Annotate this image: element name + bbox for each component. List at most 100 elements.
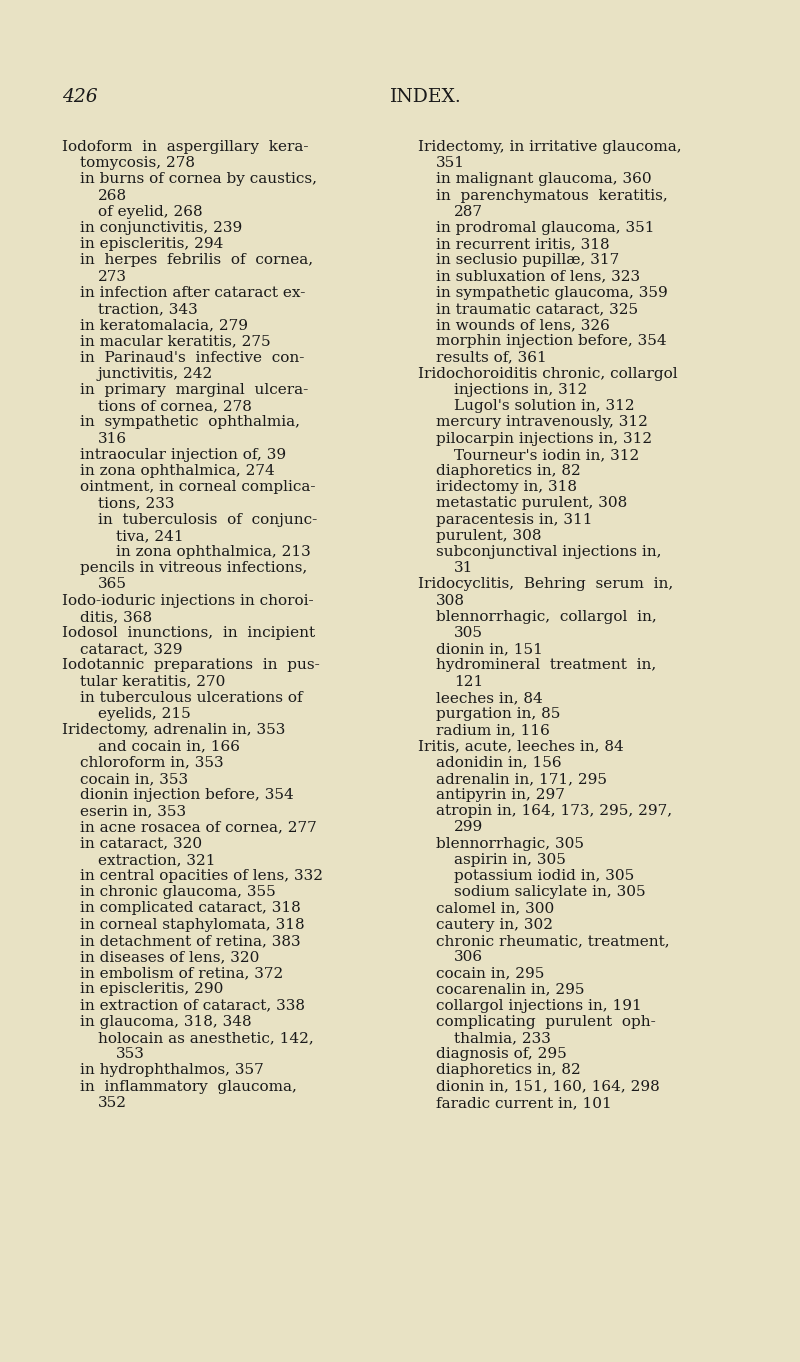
Text: cocain in, 353: cocain in, 353 xyxy=(80,772,188,786)
Text: tular keratitis, 270: tular keratitis, 270 xyxy=(80,674,226,689)
Text: Lugol's solution in, 312: Lugol's solution in, 312 xyxy=(454,399,634,413)
Text: morphin injection before, 354: morphin injection before, 354 xyxy=(436,335,666,349)
Text: in  sympathetic  ophthalmia,: in sympathetic ophthalmia, xyxy=(80,415,300,429)
Text: dionin injection before, 354: dionin injection before, 354 xyxy=(80,789,294,802)
Text: diaphoretics in, 82: diaphoretics in, 82 xyxy=(436,464,581,478)
Text: tions, 233: tions, 233 xyxy=(98,496,174,511)
Text: ointment, in corneal complica-: ointment, in corneal complica- xyxy=(80,481,315,494)
Text: thalmia, 233: thalmia, 233 xyxy=(454,1031,551,1045)
Text: tomycosis, 278: tomycosis, 278 xyxy=(80,157,195,170)
Text: in malignant glaucoma, 360: in malignant glaucoma, 360 xyxy=(436,173,652,187)
Text: results of, 361: results of, 361 xyxy=(436,350,546,365)
Text: diaphoretics in, 82: diaphoretics in, 82 xyxy=(436,1064,581,1077)
Text: cautery in, 302: cautery in, 302 xyxy=(436,918,553,932)
Text: 306: 306 xyxy=(454,951,483,964)
Text: potassium iodid in, 305: potassium iodid in, 305 xyxy=(454,869,634,883)
Text: collargol injections in, 191: collargol injections in, 191 xyxy=(436,998,642,1012)
Text: in prodromal glaucoma, 351: in prodromal glaucoma, 351 xyxy=(436,221,654,236)
Text: in zona ophthalmica, 213: in zona ophthalmica, 213 xyxy=(116,545,310,558)
Text: in burns of cornea by caustics,: in burns of cornea by caustics, xyxy=(80,173,317,187)
Text: in subluxation of lens, 323: in subluxation of lens, 323 xyxy=(436,270,640,283)
Text: paracentesis in, 311: paracentesis in, 311 xyxy=(436,512,593,527)
Text: extraction, 321: extraction, 321 xyxy=(98,853,215,866)
Text: in  parenchymatous  keratitis,: in parenchymatous keratitis, xyxy=(436,188,668,203)
Text: tiva, 241: tiva, 241 xyxy=(116,528,184,543)
Text: of eyelid, 268: of eyelid, 268 xyxy=(98,204,202,219)
Text: radium in, 116: radium in, 116 xyxy=(436,723,550,737)
Text: junctivitis, 242: junctivitis, 242 xyxy=(98,366,214,381)
Text: in infection after cataract ex-: in infection after cataract ex- xyxy=(80,286,306,300)
Text: in  Parinaud's  infective  con-: in Parinaud's infective con- xyxy=(80,350,304,365)
Text: and cocain in, 166: and cocain in, 166 xyxy=(98,740,240,753)
Text: in cataract, 320: in cataract, 320 xyxy=(80,836,202,851)
Text: in traumatic cataract, 325: in traumatic cataract, 325 xyxy=(436,302,638,316)
Text: Iodosol  inunctions,  in  incipient: Iodosol inunctions, in incipient xyxy=(62,627,315,640)
Text: leeches in, 84: leeches in, 84 xyxy=(436,691,542,704)
Text: subconjunctival injections in,: subconjunctival injections in, xyxy=(436,545,662,558)
Text: complicating  purulent  oph-: complicating purulent oph- xyxy=(436,1015,656,1028)
Text: in keratomalacia, 279: in keratomalacia, 279 xyxy=(80,319,248,332)
Text: in sympathetic glaucoma, 359: in sympathetic glaucoma, 359 xyxy=(436,286,668,300)
Text: in diseases of lens, 320: in diseases of lens, 320 xyxy=(80,951,259,964)
Text: cocarenalin in, 295: cocarenalin in, 295 xyxy=(436,982,585,997)
Text: 31: 31 xyxy=(454,561,474,575)
Text: Iodotannic  preparations  in  pus-: Iodotannic preparations in pus- xyxy=(62,658,320,673)
Text: mercury intravenously, 312: mercury intravenously, 312 xyxy=(436,415,648,429)
Text: Iridocyclitis,  Behring  serum  in,: Iridocyclitis, Behring serum in, xyxy=(418,577,674,591)
Text: in central opacities of lens, 332: in central opacities of lens, 332 xyxy=(80,869,323,883)
Text: in acne rosacea of cornea, 277: in acne rosacea of cornea, 277 xyxy=(80,820,317,835)
Text: pencils in vitreous infections,: pencils in vitreous infections, xyxy=(80,561,307,575)
Text: 365: 365 xyxy=(98,577,127,591)
Text: Iodo-ioduric injections in choroi-: Iodo-ioduric injections in choroi- xyxy=(62,594,314,607)
Text: tions of cornea, 278: tions of cornea, 278 xyxy=(98,399,252,413)
Text: eyelids, 215: eyelids, 215 xyxy=(98,707,190,720)
Text: iridectomy in, 318: iridectomy in, 318 xyxy=(436,481,577,494)
Text: 287: 287 xyxy=(454,204,483,219)
Text: in hydrophthalmos, 357: in hydrophthalmos, 357 xyxy=(80,1064,264,1077)
Text: in  inflammatory  glaucoma,: in inflammatory glaucoma, xyxy=(80,1080,297,1094)
Text: holocain as anesthetic, 142,: holocain as anesthetic, 142, xyxy=(98,1031,314,1045)
Text: 351: 351 xyxy=(436,157,465,170)
Text: in episcleritis, 290: in episcleritis, 290 xyxy=(80,982,223,997)
Text: in conjunctivitis, 239: in conjunctivitis, 239 xyxy=(80,221,242,236)
Text: chloroform in, 353: chloroform in, 353 xyxy=(80,756,224,770)
Text: Iridectomy, in irritative glaucoma,: Iridectomy, in irritative glaucoma, xyxy=(418,140,682,154)
Text: adrenalin in, 171, 295: adrenalin in, 171, 295 xyxy=(436,772,607,786)
Text: 305: 305 xyxy=(454,627,483,640)
Text: Iodoform  in  aspergillary  kera-: Iodoform in aspergillary kera- xyxy=(62,140,309,154)
Text: in embolism of retina, 372: in embolism of retina, 372 xyxy=(80,966,283,981)
Text: traction, 343: traction, 343 xyxy=(98,302,198,316)
Text: aspirin in, 305: aspirin in, 305 xyxy=(454,853,566,866)
Text: in  primary  marginal  ulcera-: in primary marginal ulcera- xyxy=(80,383,308,396)
Text: in macular keratitis, 275: in macular keratitis, 275 xyxy=(80,335,270,349)
Text: cocain in, 295: cocain in, 295 xyxy=(436,966,544,981)
Text: dionin in, 151, 160, 164, 298: dionin in, 151, 160, 164, 298 xyxy=(436,1080,660,1094)
Text: cataract, 329: cataract, 329 xyxy=(80,643,182,656)
Text: 299: 299 xyxy=(454,820,483,835)
Text: blennorrhagic,  collargol  in,: blennorrhagic, collargol in, xyxy=(436,610,657,624)
Text: intraocular injection of, 39: intraocular injection of, 39 xyxy=(80,448,286,462)
Text: ditis, 368: ditis, 368 xyxy=(80,610,152,624)
Text: in  tuberculosis  of  conjunc-: in tuberculosis of conjunc- xyxy=(98,512,318,527)
Text: calomel in, 300: calomel in, 300 xyxy=(436,902,554,915)
Text: in extraction of cataract, 338: in extraction of cataract, 338 xyxy=(80,998,305,1012)
Text: 308: 308 xyxy=(436,594,465,607)
Text: in episcleritis, 294: in episcleritis, 294 xyxy=(80,237,223,251)
Text: 316: 316 xyxy=(98,432,127,445)
Text: in chronic glaucoma, 355: in chronic glaucoma, 355 xyxy=(80,885,276,899)
Text: 352: 352 xyxy=(98,1096,127,1110)
Text: injections in, 312: injections in, 312 xyxy=(454,383,587,396)
Text: pilocarpin injections in, 312: pilocarpin injections in, 312 xyxy=(436,432,652,445)
Text: Iridectomy, adrenalin in, 353: Iridectomy, adrenalin in, 353 xyxy=(62,723,286,737)
Text: in seclusio pupillæ, 317: in seclusio pupillæ, 317 xyxy=(436,253,619,267)
Text: antipyrin in, 297: antipyrin in, 297 xyxy=(436,789,565,802)
Text: Iridochoroiditis chronic, collargol: Iridochoroiditis chronic, collargol xyxy=(418,366,678,381)
Text: in wounds of lens, 326: in wounds of lens, 326 xyxy=(436,319,610,332)
Text: INDEX.: INDEX. xyxy=(390,89,462,106)
Text: metastatic purulent, 308: metastatic purulent, 308 xyxy=(436,496,627,511)
Text: 268: 268 xyxy=(98,188,127,203)
Text: 121: 121 xyxy=(454,674,483,689)
Text: 273: 273 xyxy=(98,270,127,283)
Text: purgation in, 85: purgation in, 85 xyxy=(436,707,560,720)
Text: adonidin in, 156: adonidin in, 156 xyxy=(436,756,562,770)
